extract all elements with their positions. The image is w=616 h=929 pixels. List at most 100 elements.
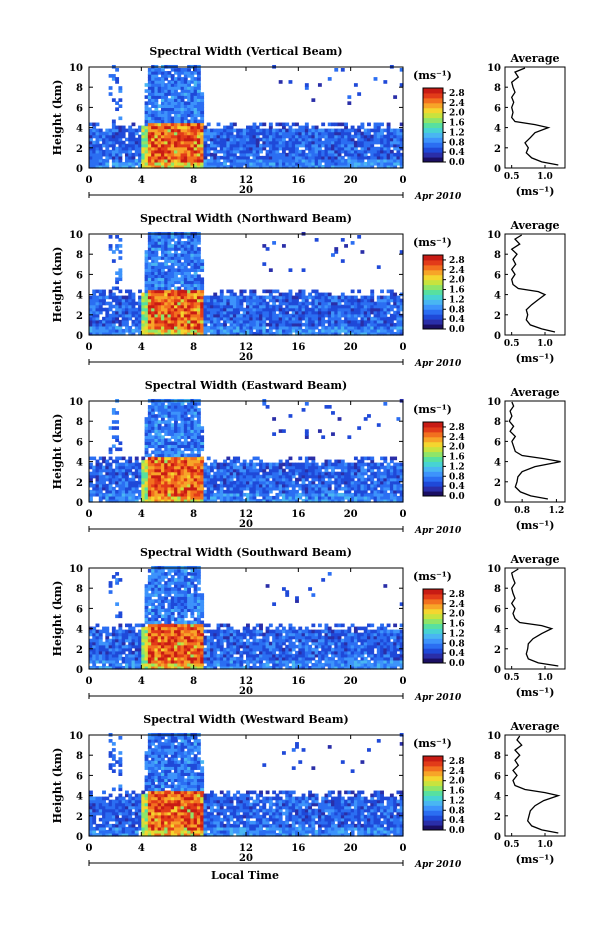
heatmap-cell — [95, 480, 100, 485]
heatmap-cell — [98, 131, 103, 136]
heatmap-cell — [154, 262, 159, 266]
heatmap-cell — [187, 235, 191, 239]
heatmap-cell — [389, 492, 394, 497]
heatmap-cell — [327, 462, 332, 467]
heatmap-cell — [216, 310, 221, 315]
heatmap-cell — [115, 271, 120, 275]
heatmap-cell — [183, 474, 188, 479]
heatmap-cell — [380, 462, 384, 467]
heatmap-cell — [304, 486, 309, 491]
heatmap-cell — [170, 161, 175, 166]
heatmap-cell — [373, 146, 378, 151]
heatmap-cell — [321, 435, 326, 439]
heatmap-cell — [141, 325, 146, 330]
heatmap-cell — [160, 286, 165, 291]
heatmap-cell — [288, 468, 293, 473]
heatmap-cell — [249, 474, 254, 479]
colorbar-swatch — [423, 284, 443, 291]
heatmap-cell — [229, 489, 234, 494]
heatmap-cell — [239, 316, 244, 321]
heatmap-cell — [360, 459, 365, 464]
heatmap-cell — [363, 137, 368, 142]
heatmap-cell — [317, 146, 322, 151]
heatmap-cell — [265, 158, 270, 163]
heatmap-cell — [308, 149, 313, 154]
heatmap-cell — [252, 152, 257, 157]
heatmap-cell — [229, 301, 234, 306]
heatmap-cell — [370, 292, 375, 297]
heatmap-cell — [317, 158, 322, 163]
heatmap-cell — [304, 322, 309, 327]
heatmap-cell — [242, 146, 247, 151]
heatmap-cell — [265, 465, 270, 470]
heatmap-cell — [200, 295, 205, 300]
heatmap-cell — [340, 477, 345, 482]
heatmap-cell — [111, 435, 116, 439]
heatmap-cell — [151, 480, 156, 485]
heatmap-cell — [105, 155, 110, 160]
heatmap-cell — [344, 146, 348, 151]
heatmap-cell — [174, 313, 178, 318]
heatmap-cell — [347, 462, 352, 467]
heatmap-cell — [347, 137, 352, 142]
y-tick-label: 2 — [76, 144, 83, 155]
heatmap-cell — [151, 158, 156, 163]
heatmap-cell — [167, 456, 172, 461]
heatmap-cell — [370, 319, 375, 324]
heatmap-cell — [239, 140, 244, 145]
heatmap-cell — [393, 301, 398, 306]
heatmap-cell — [291, 161, 296, 166]
heatmap-cell — [183, 313, 188, 318]
heatmap-cell — [304, 331, 309, 336]
heatmap-cell — [308, 462, 313, 467]
heatmap-cell — [154, 453, 159, 458]
heatmap-cell — [281, 480, 286, 485]
heatmap-cell — [183, 113, 188, 118]
heatmap-cell — [308, 486, 313, 491]
heatmap-cell — [102, 495, 106, 500]
heatmap-cell — [134, 137, 139, 142]
heatmap-cell — [147, 429, 152, 433]
heatmap-cell — [223, 134, 227, 139]
heatmap-cell — [268, 140, 273, 145]
heatmap-cell — [337, 465, 342, 470]
heatmap-cell — [239, 158, 244, 163]
heatmap-cell — [193, 486, 198, 491]
heatmap-cell — [317, 480, 322, 485]
heatmap-cell — [383, 164, 388, 169]
heatmap-cell — [187, 155, 191, 160]
heatmap-cell — [291, 298, 296, 303]
heatmap-cell — [190, 262, 195, 266]
heatmap-cell — [308, 155, 313, 160]
heatmap-cell — [170, 247, 175, 251]
heatmap-cell — [265, 304, 270, 309]
heatmap-cell — [386, 325, 391, 330]
heatmap-cell — [376, 462, 381, 467]
heatmap-cell — [311, 462, 316, 467]
heatmap-cell — [272, 316, 277, 321]
heatmap-cell — [164, 119, 169, 124]
heatmap-cell — [111, 444, 116, 449]
heatmap-cell — [331, 471, 335, 476]
heatmap-cell — [157, 456, 162, 461]
heatmap-cell — [154, 238, 159, 242]
heatmap-cell — [242, 322, 247, 327]
heatmap-cell — [167, 131, 172, 136]
heatmap-cell — [154, 289, 159, 294]
heatmap-cell — [367, 483, 371, 488]
heatmap-cell — [138, 483, 142, 488]
heatmap-cell — [344, 164, 348, 169]
heatmap-cell — [105, 328, 110, 333]
heatmap-cell — [399, 322, 404, 327]
heatmap-cell — [118, 465, 123, 470]
heatmap-cell — [255, 480, 260, 485]
heatmap-cell — [255, 328, 260, 333]
heatmap-cell — [160, 80, 165, 84]
heatmap-cell — [301, 158, 306, 163]
heatmap-cell — [232, 325, 237, 330]
heatmap-cell — [98, 143, 103, 148]
heatmap-cell — [242, 128, 247, 133]
heatmap-cell — [157, 68, 162, 72]
heatmap-cell — [157, 441, 162, 446]
heatmap-cell — [115, 137, 120, 142]
